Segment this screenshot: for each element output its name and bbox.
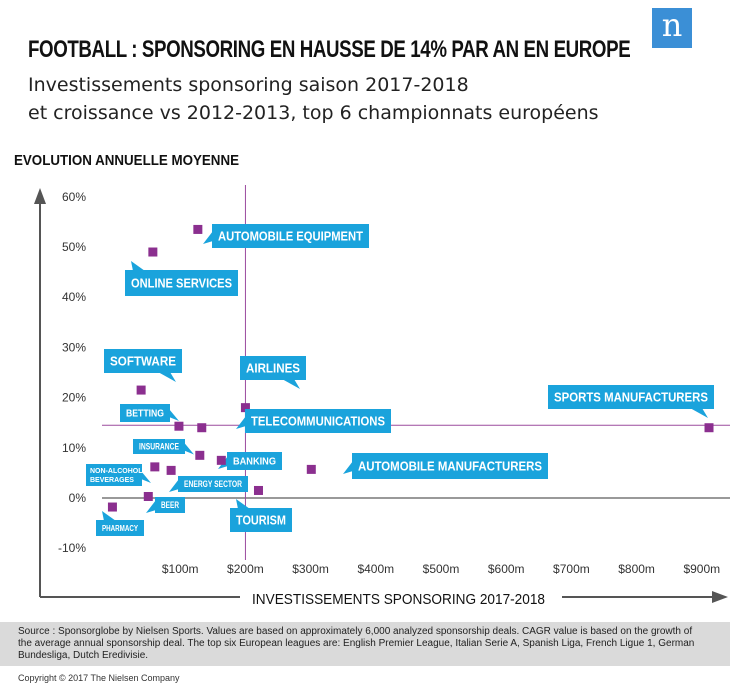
callout-box: [125, 270, 238, 296]
x-axis-title-bg: [240, 588, 562, 606]
point-label: PHARMACY: [102, 524, 139, 533]
y-axis-arrow: [34, 188, 46, 204]
callout-tail: [282, 379, 300, 389]
nielsen-logo: n: [652, 8, 692, 48]
y-tick-label: 50%: [62, 240, 86, 254]
source-note: Source : Sponsorglobe by Nielsen Sports.…: [18, 626, 695, 661]
callout-tail: [131, 261, 145, 271]
callout-tail: [158, 372, 176, 382]
data-point: [136, 385, 146, 395]
y-tick-label: -10%: [58, 541, 86, 555]
data-point: [150, 462, 160, 472]
data-point: [193, 224, 203, 234]
callout-tail: [146, 500, 156, 513]
callout-tail: [203, 231, 213, 244]
x-tick-label: $600m: [488, 562, 525, 576]
footer-band: [0, 622, 730, 666]
x-tick-label: $300m: [292, 562, 329, 576]
point-label: BEER: [161, 500, 179, 510]
point-label: AIRLINES: [246, 361, 300, 376]
x-tick-label: $700m: [553, 562, 590, 576]
point-label: BANKING: [233, 457, 276, 468]
callout-tail: [184, 442, 194, 455]
point-label: INSURANCE: [139, 442, 179, 452]
data-point: [148, 247, 158, 257]
point-label: SPORTS MANUFACTURERS: [554, 390, 708, 405]
x-tick-label: $200m: [227, 562, 264, 576]
callout-tail: [236, 416, 246, 429]
callout-tail: [690, 408, 708, 418]
callout-box: [212, 224, 369, 248]
point-label: BETTING: [126, 409, 164, 420]
callout-box: [133, 439, 185, 454]
point-label: TOURISM: [236, 513, 286, 528]
callout-box: [227, 452, 282, 470]
scatter-chart: EVOLUTION ANNUELLE MOYENNE INVESTISSEMENT…: [14, 152, 730, 608]
callout-box: [352, 453, 548, 479]
data-point: [195, 450, 205, 460]
point-label: TELECOMMUNICATIONS: [251, 414, 385, 429]
point-label: ENERGY SECTOR: [184, 479, 242, 489]
callout-box: [96, 520, 144, 536]
subtitle-line-2: et croissance vs 2012-2013, top 6 champi…: [28, 102, 599, 124]
chart-title: FOOTBALL : SPONSORING EN HAUSSE DE 14% P…: [28, 36, 631, 63]
data-point: [143, 491, 153, 501]
callout-box: [178, 476, 248, 492]
y-tick-label: 60%: [62, 190, 86, 204]
callout-tail: [141, 471, 151, 483]
point-label: NON-ALCOHOLIC BEVERAGES: [90, 468, 150, 484]
callout-box: [86, 464, 142, 486]
data-point: [253, 485, 263, 495]
y-tick-label: 10%: [62, 441, 86, 455]
x-tick-label: $800m: [618, 562, 655, 576]
callout-box: [104, 349, 182, 373]
y-tick-label: 40%: [62, 290, 86, 304]
data-point: [197, 423, 207, 433]
callout-tail: [169, 479, 179, 492]
data-point: [306, 464, 316, 474]
point-label: AUTOMOBILE MANUFACTURERS: [358, 459, 542, 474]
callout-box: [230, 508, 292, 532]
callout-box: [245, 409, 391, 433]
callout-tail: [236, 499, 250, 509]
x-tick-label: $100m: [162, 562, 199, 576]
callout-tail: [102, 511, 116, 521]
data-point: [704, 423, 714, 433]
x-tick-label: $500m: [423, 562, 460, 576]
x-axis-title: INVESTISSEMENTS SPONSORING 2017-2018: [252, 591, 545, 608]
callout-box: [155, 497, 185, 513]
data-point: [166, 465, 176, 475]
x-axis-arrow: [712, 591, 728, 603]
point-label: AUTOMOBILE EQUIPMENT: [218, 229, 363, 244]
data-point: [174, 421, 184, 431]
callout-tail: [343, 461, 353, 474]
y-tick-label: 30%: [62, 340, 86, 354]
y-tick-label: 0%: [69, 491, 87, 505]
callout-box: [240, 356, 306, 380]
x-tick-label: $400m: [357, 562, 394, 576]
y-axis-title: EVOLUTION ANNUELLE MOYENNE: [14, 152, 239, 169]
data-point: [107, 502, 117, 512]
callout-tail: [169, 409, 179, 421]
callout-box: [548, 385, 714, 409]
x-tick-label: $900m: [683, 562, 720, 576]
y-tick-label: 20%: [62, 391, 86, 405]
copyright: Copyright © 2017 The Nielsen Company: [18, 673, 180, 683]
data-point: [240, 403, 250, 413]
callout-box: [120, 404, 170, 422]
point-label: ONLINE SERVICES: [131, 276, 232, 291]
subtitle-line-1: Investissements sponsoring saison 2017-2…: [28, 74, 469, 96]
point-label: SOFTWARE: [110, 354, 176, 369]
data-point: [216, 455, 226, 465]
